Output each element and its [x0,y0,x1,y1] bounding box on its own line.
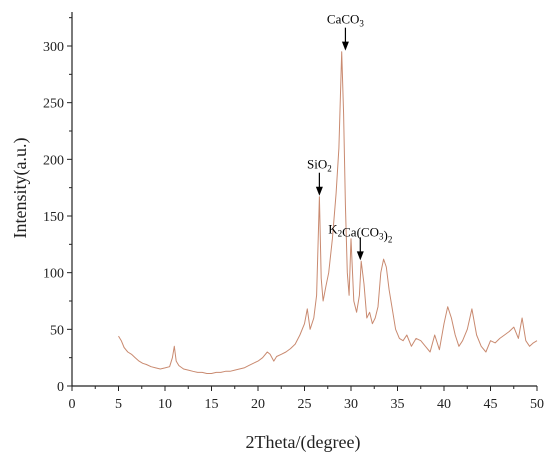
annotation-arrowhead [315,186,323,196]
x-tick-label: 10 [158,397,172,412]
y-tick-label: 0 [57,380,64,395]
y-axis-label: Intensity(a.u.) [10,138,31,239]
x-tick-label: 40 [437,397,451,412]
peak-label-group: K2Ca(CO3)2 [328,221,392,261]
peak-label-group: CaCO3 [327,12,365,51]
y-tick-label: 200 [43,153,64,168]
x-tick-label: 30 [344,397,358,412]
x-tick-label: 45 [484,397,498,412]
x-tick-label: 0 [69,397,76,412]
annotation-arrowhead [356,251,364,261]
series-line [118,51,538,374]
x-axis-label: 2Theta/(degree) [246,432,361,453]
x-tick-label: 25 [298,397,312,412]
x-tick-label: 35 [391,397,405,412]
y-tick-label: 250 [43,97,64,112]
x-tick-label: 5 [115,397,122,412]
y-tick-label: 300 [43,40,64,55]
annotation-arrowhead [341,41,349,51]
y-tick-label: 150 [43,210,64,225]
y-axis-ticks: 0 50 100 150 200 250 300 [43,17,72,395]
x-tick-label: 15 [205,397,219,412]
y-tick-label: 100 [43,267,64,282]
peak-annotations: SiO2 CaCO3 K2Ca(CO3)2 [307,12,392,261]
x-axis-ticks: 0 5 10 15 20 25 30 35 40 45 50 [69,386,544,412]
peak-label-group: SiO2 [307,157,332,196]
peak-label: SiO2 [307,157,332,174]
peak-label: CaCO3 [327,12,365,29]
x-tick-label: 50 [530,397,544,412]
y-tick-label: 50 [50,323,64,338]
x-tick-label: 20 [251,397,265,412]
plot-area [118,51,538,374]
peak-label: K2Ca(CO3)2 [328,221,392,244]
